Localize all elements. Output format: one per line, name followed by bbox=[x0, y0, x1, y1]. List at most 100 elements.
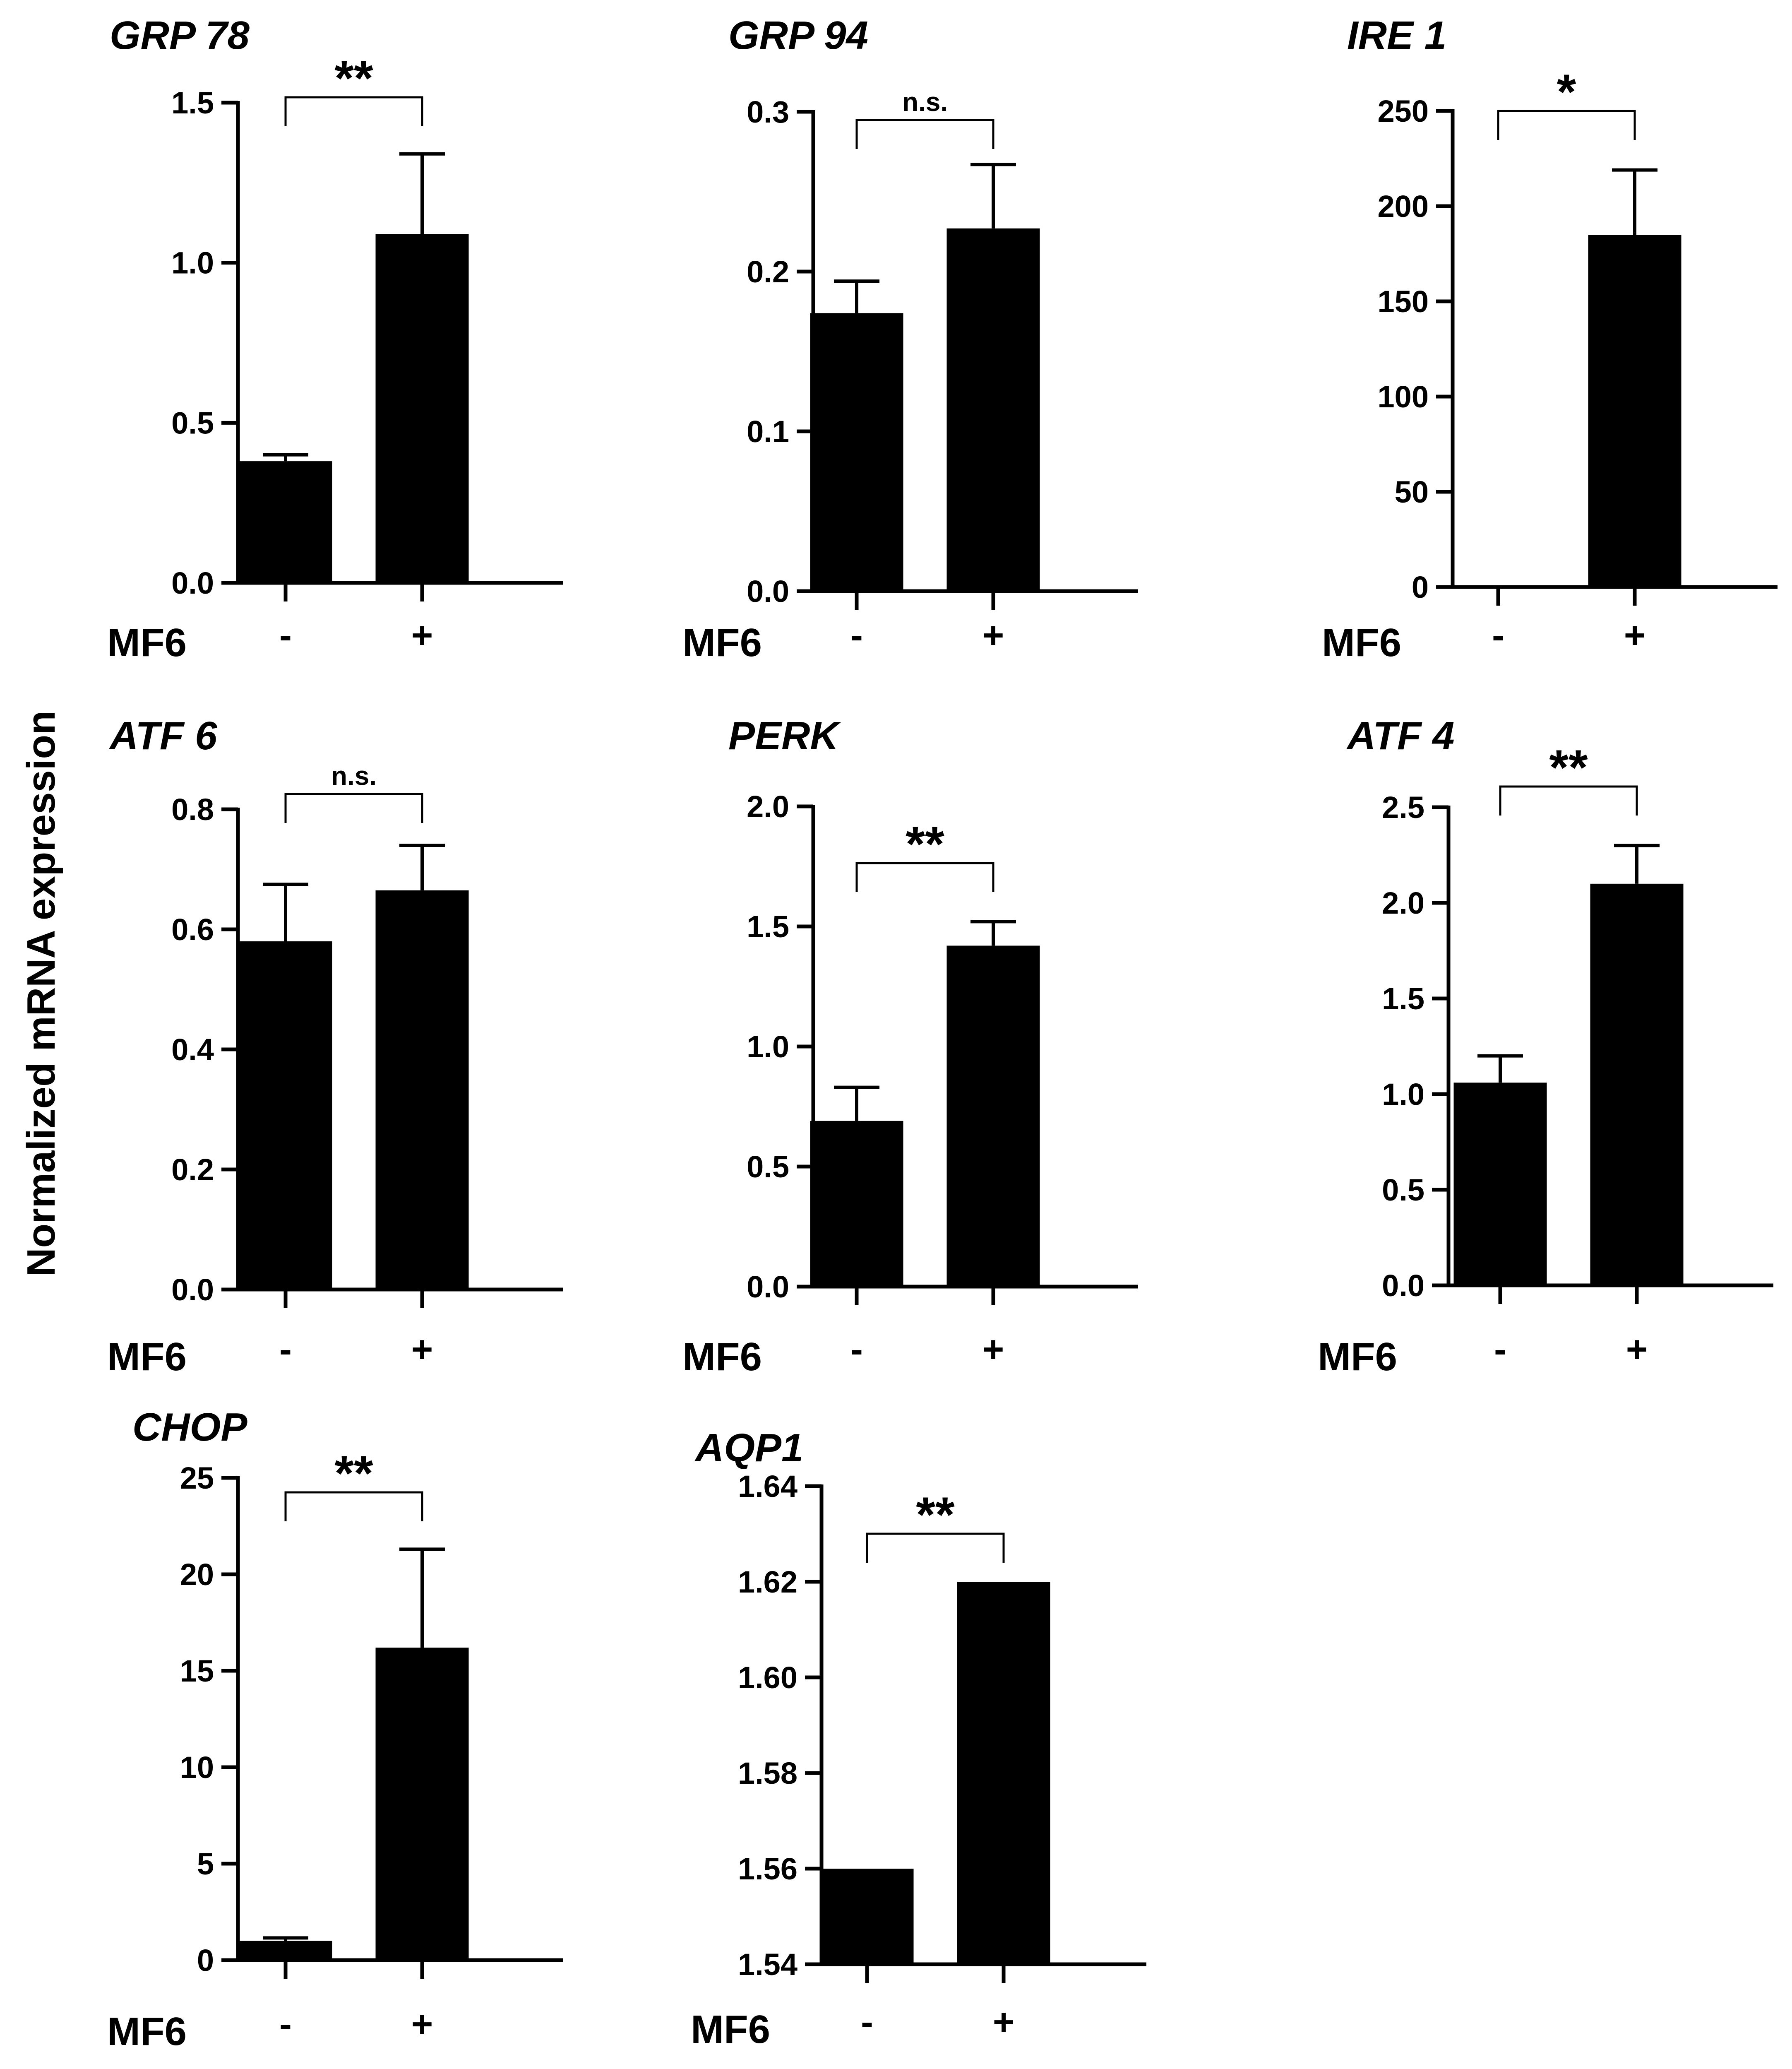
y-tick-label-atf6: 0.6 bbox=[171, 912, 214, 947]
y-tick-label-atf6: 0.0 bbox=[171, 1273, 214, 1307]
y-tick-label-aqp1: 1.56 bbox=[738, 1852, 798, 1886]
bar-atf4-plus bbox=[1590, 883, 1684, 1285]
significance-label-chop: ** bbox=[334, 1446, 373, 1501]
condition-label-aqp1-minus: - bbox=[861, 2002, 873, 2043]
significance-label-perk: ** bbox=[906, 816, 944, 872]
y-tick-label-grp78: 1.0 bbox=[171, 246, 214, 280]
y-tick-label-ire1: 200 bbox=[1378, 189, 1429, 224]
significance-bracket-grp78 bbox=[284, 96, 423, 126]
bar-chop-minus bbox=[239, 1941, 332, 1960]
panel-title-chop: CHOP bbox=[132, 1405, 247, 1449]
significance-bracket-aqp1 bbox=[866, 1533, 1005, 1563]
bar-grp94-minus bbox=[810, 313, 903, 591]
y-tick-label-chop: 20 bbox=[180, 1557, 214, 1592]
y-tick-label-ire1: 100 bbox=[1378, 380, 1429, 414]
bar-perk-plus bbox=[946, 945, 1040, 1287]
condition-label-grp94-plus: + bbox=[982, 615, 1004, 656]
y-tick-label-grp78: 1.5 bbox=[171, 86, 214, 120]
y-tick-label-grp94: 0.3 bbox=[747, 95, 789, 129]
panel-title-atf4: ATF 4 bbox=[1346, 714, 1455, 758]
y-tick-label-atf6: 0.2 bbox=[171, 1152, 214, 1187]
bar-perk-minus bbox=[810, 1121, 903, 1287]
y-tick-label-aqp1: 1.58 bbox=[738, 1756, 798, 1790]
bar-atf4-minus bbox=[1453, 1083, 1547, 1285]
condition-label-atf6-plus: + bbox=[411, 1329, 433, 1370]
group-label-grp94: MF6 bbox=[682, 621, 762, 665]
condition-label-atf4-plus: + bbox=[1626, 1329, 1648, 1370]
y-tick-label-ire1: 250 bbox=[1378, 94, 1429, 128]
y-tick-label-atf4: 1.5 bbox=[1382, 982, 1424, 1016]
bar-atf6-minus bbox=[239, 941, 332, 1290]
y-tick-label-aqp1: 1.62 bbox=[738, 1565, 798, 1599]
condition-label-ire1-minus: - bbox=[1492, 615, 1504, 656]
y-tick-label-atf4: 2.0 bbox=[1382, 886, 1424, 920]
panel-title-grp94: GRP 94 bbox=[728, 13, 868, 58]
significance-label-atf4: ** bbox=[1549, 740, 1588, 795]
y-tick-label-grp78: 0.0 bbox=[171, 566, 214, 600]
y-axis-label: Normalized mRNA expression bbox=[19, 710, 63, 1277]
y-tick-label-atf4: 2.5 bbox=[1382, 790, 1424, 825]
panel-title-ire1: IRE 1 bbox=[1347, 13, 1446, 58]
significance-label-grp78: ** bbox=[334, 51, 373, 106]
significance-bracket-ire1 bbox=[1497, 110, 1636, 140]
y-tick-label-atf6: 0.4 bbox=[171, 1032, 214, 1067]
y-tick-label-perk: 1.0 bbox=[747, 1030, 789, 1064]
group-label-ire1: MF6 bbox=[1322, 621, 1401, 665]
y-tick-label-chop: 15 bbox=[180, 1654, 214, 1688]
panel-title-grp78: GRP 78 bbox=[110, 13, 250, 58]
y-tick-label-aqp1: 1.60 bbox=[738, 1660, 798, 1695]
significance-bracket-atf4 bbox=[1499, 785, 1638, 816]
y-tick-label-chop: 5 bbox=[197, 1847, 214, 1881]
y-tick-label-atf4: 0.5 bbox=[1382, 1173, 1424, 1207]
condition-label-grp78-minus: - bbox=[279, 615, 292, 656]
y-tick-label-perk: 0.5 bbox=[747, 1150, 789, 1184]
significance-bracket-grp94 bbox=[855, 119, 994, 149]
bar-grp94-plus bbox=[946, 228, 1040, 591]
significance-bracket-chop bbox=[284, 1491, 423, 1521]
group-label-chop: MF6 bbox=[107, 2009, 187, 2054]
condition-label-grp78-plus: + bbox=[411, 615, 433, 656]
bar-grp78-plus bbox=[375, 234, 469, 583]
y-tick-label-grp94: 0.0 bbox=[747, 574, 789, 609]
y-tick-label-chop: 10 bbox=[180, 1750, 214, 1785]
panel-title-perk: PERK bbox=[728, 714, 841, 758]
y-tick-label-chop: 25 bbox=[180, 1461, 214, 1495]
group-label-atf6: MF6 bbox=[107, 1335, 187, 1379]
condition-label-perk-minus: - bbox=[850, 1329, 863, 1370]
condition-label-grp94-minus: - bbox=[850, 615, 863, 656]
y-tick-label-atf6: 0.8 bbox=[171, 792, 214, 827]
significance-label-grp94: n.s. bbox=[902, 87, 948, 117]
group-label-aqp1: MF6 bbox=[691, 2007, 770, 2052]
significance-label-aqp1: ** bbox=[916, 1487, 955, 1542]
significance-bracket-perk bbox=[855, 862, 994, 892]
group-label-perk: MF6 bbox=[682, 1335, 762, 1379]
panel-title-aqp1: AQP1 bbox=[694, 1426, 803, 1470]
bar-aqp1-plus bbox=[957, 1582, 1050, 1964]
bar-aqp1-minus bbox=[820, 1869, 914, 1964]
condition-label-chop-minus: - bbox=[279, 2004, 292, 2045]
significance-label-ire1: * bbox=[1557, 64, 1576, 120]
y-tick-label-grp94: 0.2 bbox=[747, 255, 789, 289]
y-tick-label-aqp1: 1.64 bbox=[738, 1469, 798, 1504]
y-tick-label-perk: 2.0 bbox=[747, 789, 789, 824]
condition-label-atf4-minus: - bbox=[1494, 1329, 1506, 1370]
significance-bracket-atf6 bbox=[284, 793, 423, 823]
y-tick-label-grp94: 0.1 bbox=[747, 414, 789, 449]
y-tick-label-ire1: 50 bbox=[1395, 475, 1429, 509]
condition-label-atf6-minus: - bbox=[279, 1329, 292, 1370]
bar-chop-plus bbox=[375, 1648, 469, 1960]
y-tick-label-perk: 0.0 bbox=[747, 1270, 789, 1304]
y-tick-label-ire1: 0 bbox=[1412, 570, 1429, 604]
condition-label-aqp1-plus: + bbox=[993, 2002, 1015, 2043]
bar-grp78-minus bbox=[239, 461, 332, 583]
y-tick-label-perk: 1.5 bbox=[747, 909, 789, 944]
group-label-atf4: MF6 bbox=[1318, 1335, 1397, 1379]
condition-label-ire1-plus: + bbox=[1624, 615, 1646, 656]
significance-label-atf6: n.s. bbox=[331, 761, 377, 791]
y-tick-label-atf4: 1.0 bbox=[1382, 1077, 1424, 1111]
group-label-grp78: MF6 bbox=[107, 621, 187, 665]
condition-label-chop-plus: + bbox=[411, 2004, 433, 2045]
y-tick-label-grp78: 0.5 bbox=[171, 406, 214, 440]
